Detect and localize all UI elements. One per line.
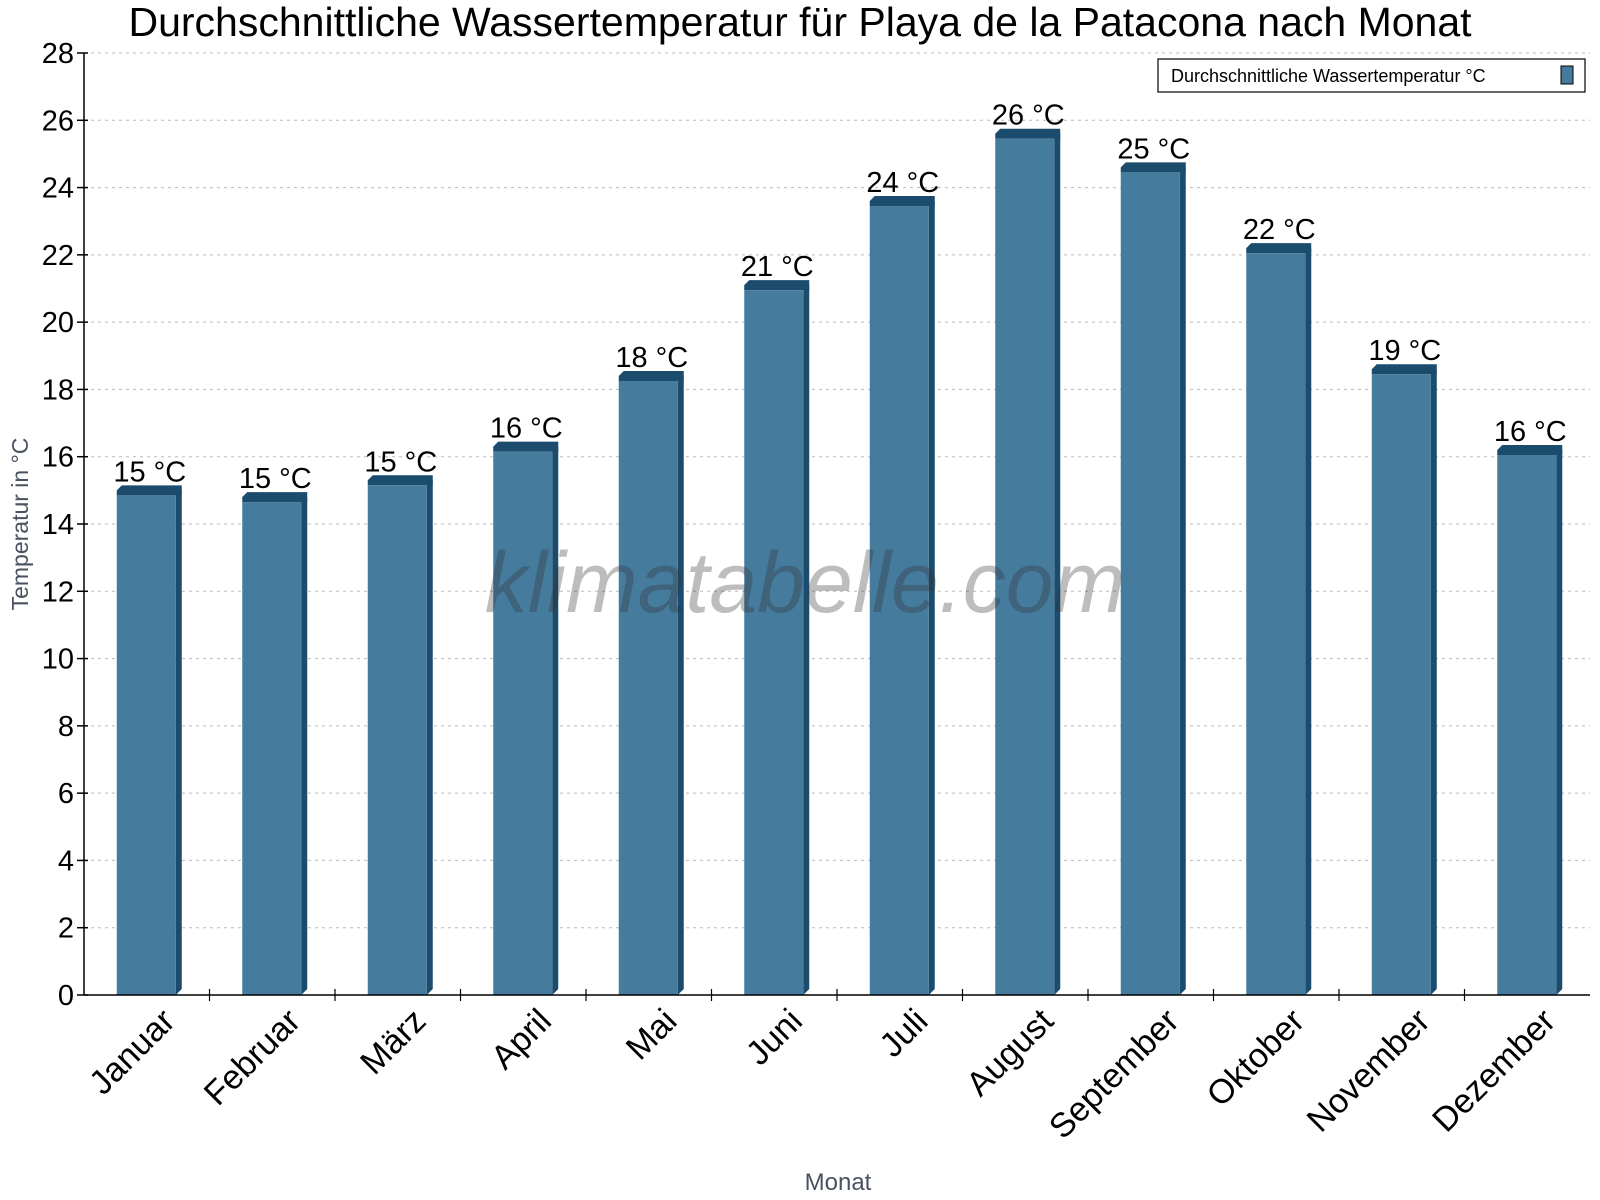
legend-label: Durchschnittliche Wassertemperatur °C bbox=[1171, 66, 1486, 86]
x-tick-label: Dezember bbox=[1425, 1002, 1563, 1140]
bar bbox=[116, 495, 176, 995]
x-axis-label: Monat bbox=[805, 1169, 872, 1196]
bar bbox=[1371, 374, 1431, 995]
y-tick-label: 20 bbox=[42, 307, 74, 339]
y-tick-label: 10 bbox=[42, 644, 74, 676]
bar-mai bbox=[618, 370, 684, 995]
x-tick-label: Januar bbox=[82, 1002, 182, 1102]
bar-side bbox=[426, 480, 433, 995]
x-tick-label: Juli bbox=[872, 1002, 935, 1065]
bar bbox=[242, 502, 302, 995]
y-axis-label: Temperatur in °C bbox=[7, 438, 33, 611]
bar-top bbox=[744, 280, 810, 291]
x-tick-label: April bbox=[484, 1002, 559, 1077]
bar bbox=[1497, 454, 1557, 995]
bar-top bbox=[1371, 364, 1437, 375]
data-label: 15 °C bbox=[364, 446, 437, 478]
bar-august bbox=[995, 128, 1061, 995]
x-tick-label: Mai bbox=[619, 1002, 685, 1068]
bar-side bbox=[1179, 167, 1186, 995]
bar-side bbox=[803, 285, 810, 995]
bar-top bbox=[1246, 243, 1312, 254]
y-tick-label: 8 bbox=[58, 711, 74, 743]
data-label: 15 °C bbox=[239, 463, 312, 495]
data-label: 22 °C bbox=[1243, 214, 1316, 246]
data-label: 16 °C bbox=[490, 413, 563, 445]
bar-top bbox=[1497, 444, 1563, 455]
legend: Durchschnittliche Wassertemperatur °C bbox=[1157, 58, 1586, 93]
bar-januar bbox=[116, 485, 182, 995]
y-tick-label: 18 bbox=[42, 374, 74, 406]
bar-top bbox=[493, 441, 559, 452]
bar-november bbox=[1371, 364, 1437, 995]
x-tick-label: März bbox=[353, 1002, 433, 1082]
x-tick-label: Oktober bbox=[1200, 1002, 1312, 1114]
data-label: 24 °C bbox=[866, 167, 939, 199]
bar-juli bbox=[869, 196, 935, 995]
bar-april bbox=[493, 441, 559, 995]
bar-februar bbox=[242, 492, 308, 995]
bar-side bbox=[1305, 248, 1312, 996]
bar bbox=[618, 380, 678, 995]
y-tick-label: 12 bbox=[42, 576, 74, 608]
bar-dezember bbox=[1497, 444, 1563, 995]
data-label: 15 °C bbox=[113, 456, 186, 488]
y-tick-label: 2 bbox=[58, 913, 74, 945]
y-tick-label: 4 bbox=[58, 845, 74, 877]
data-label: 16 °C bbox=[1494, 416, 1567, 448]
y-tick-label: 28 bbox=[42, 38, 74, 70]
bar-side bbox=[928, 201, 935, 995]
bar-top bbox=[869, 196, 935, 207]
bar-top bbox=[1120, 162, 1186, 173]
x-tick-label: August bbox=[959, 1001, 1061, 1103]
chart-title: Durchschnittliche Wassertemperatur für P… bbox=[128, 0, 1472, 45]
bar-side bbox=[1430, 369, 1437, 995]
bar-september bbox=[1120, 162, 1186, 995]
bar bbox=[744, 290, 804, 995]
data-label: 26 °C bbox=[992, 100, 1065, 132]
legend-box bbox=[1157, 58, 1586, 93]
data-label: 19 °C bbox=[1368, 335, 1441, 367]
bar-juni bbox=[744, 280, 810, 995]
bar bbox=[367, 485, 427, 995]
data-label: 25 °C bbox=[1117, 133, 1190, 165]
x-tick-label: November bbox=[1300, 1002, 1438, 1140]
bar-side bbox=[301, 497, 308, 995]
bar bbox=[1120, 172, 1180, 995]
bar bbox=[995, 138, 1055, 995]
y-tick-label: 26 bbox=[42, 105, 74, 137]
x-tick-label: Februar bbox=[197, 1002, 308, 1113]
y-tick-label: 16 bbox=[42, 442, 74, 474]
bar-side bbox=[175, 490, 182, 995]
y-tick-label: 14 bbox=[42, 509, 74, 541]
bar-top bbox=[116, 485, 182, 496]
bar-top bbox=[618, 370, 684, 381]
bar-side bbox=[1054, 133, 1061, 995]
bar-top bbox=[995, 128, 1061, 139]
data-label: 21 °C bbox=[741, 251, 814, 283]
x-tick-label: Juni bbox=[739, 1002, 810, 1073]
x-tick-label: September bbox=[1042, 1002, 1186, 1146]
bar bbox=[869, 206, 929, 995]
y-tick-label: 0 bbox=[58, 980, 74, 1012]
bar-oktober bbox=[1246, 243, 1312, 996]
bar-side bbox=[552, 446, 559, 995]
bars: 15 °C 15 °C 15 °C 16 °C 18 °C 21 °C 24 °C 26 °C… bbox=[113, 100, 1567, 996]
bar-märz bbox=[367, 475, 433, 995]
bar-top bbox=[367, 475, 433, 486]
y-tick-label: 22 bbox=[42, 240, 74, 272]
bar-side bbox=[677, 375, 684, 995]
bar-side bbox=[1556, 449, 1563, 995]
y-tick-label: 24 bbox=[42, 173, 74, 205]
y-tick-label: 6 bbox=[58, 778, 74, 810]
watermark: klimatabelle.com bbox=[485, 535, 1125, 631]
gridlines bbox=[84, 52, 1590, 929]
bar-top bbox=[242, 492, 308, 503]
data-label: 18 °C bbox=[615, 342, 688, 374]
legend-swatch bbox=[1560, 65, 1574, 85]
bar bbox=[493, 451, 553, 995]
bar bbox=[1246, 253, 1306, 996]
